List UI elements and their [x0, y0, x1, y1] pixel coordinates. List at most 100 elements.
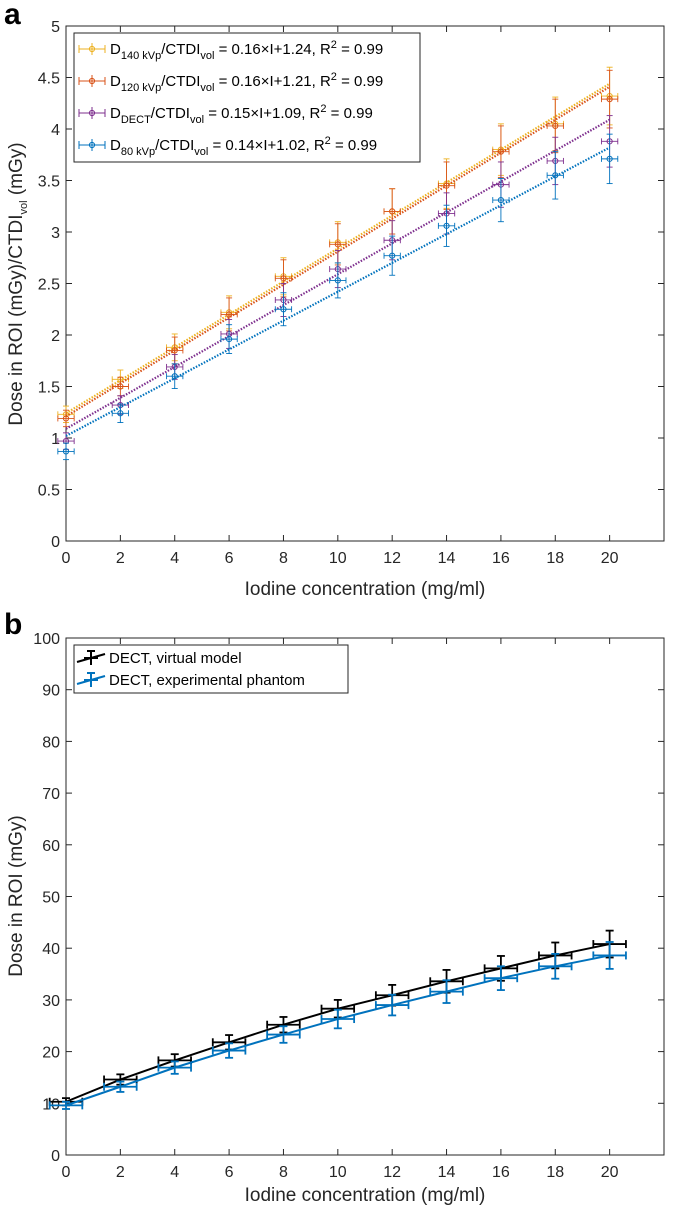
a-y-tick-label: 3.5 — [38, 174, 60, 191]
a-y-tick-label: 2 — [51, 328, 60, 345]
legend-text-part: = 0.99 — [327, 105, 373, 122]
a-data-point — [497, 196, 505, 204]
a-y-tick-label: 1.5 — [38, 380, 60, 397]
a-fit-line-0 — [65, 82, 611, 415]
a-data-point — [443, 182, 450, 189]
legend-text-part: /CTDI — [161, 41, 200, 58]
legend-text-part: = 0.99 — [337, 41, 383, 58]
b-y-tick-label: 90 — [42, 683, 60, 700]
legend-text-part: = 0.14×I+1.02, R — [208, 137, 325, 154]
b-y-tick-label: 70 — [42, 786, 60, 803]
panel-a-legend-entry-2: DDECT/CTDIvol = 0.15×I+1.09, R2 = 0.99 — [78, 103, 373, 126]
a-data-point — [389, 208, 396, 215]
legend-text-part: vol — [190, 114, 204, 126]
panel-a-legend: D140 kVp/CTDIvol = 0.16×I+1.24, R2 = 0.9… — [73, 32, 421, 163]
panel-b-legend-entry-0: DECT, virtual model — [76, 650, 242, 667]
b-x-tick-label: 0 — [62, 1164, 71, 1181]
panel-b-plot-area — [65, 637, 665, 1156]
a-x-tick-label: 10 — [329, 550, 347, 567]
legend-text-part: D — [110, 73, 121, 90]
legend-text-part: DECT — [121, 114, 151, 126]
legend-text-part: 2 — [325, 135, 331, 147]
b-y-tick-label: 30 — [42, 993, 60, 1010]
b-y-tick-label: 60 — [42, 838, 60, 855]
legend-text-part: = 0.99 — [331, 137, 377, 154]
b-y-tick-label: 40 — [42, 941, 60, 958]
a-x-tick-label: 8 — [279, 550, 288, 567]
a-x-tick-label: 4 — [170, 550, 179, 567]
a-data-point — [606, 155, 613, 162]
panel-a-legend-box — [73, 32, 421, 163]
a-data-point — [117, 410, 124, 417]
a-data-point — [552, 122, 559, 130]
a-data-point — [171, 347, 178, 354]
a-y-tick-label: 1 — [51, 431, 60, 448]
a-data-point — [280, 306, 287, 313]
b-x-tick-label: 2 — [116, 1164, 125, 1181]
legend-text-part: 2 — [331, 71, 337, 83]
a-data-point — [225, 311, 233, 318]
panel-b-legend-entry-1: DECT, experimental phantom — [76, 672, 305, 689]
panel-b-legend: DECT, virtual model DECT, experimental ph… — [73, 644, 349, 694]
a-x-tick-label: 20 — [601, 550, 619, 567]
b-x-tick-label: 8 — [279, 1164, 288, 1181]
legend-text-part: /CTDI — [151, 105, 190, 122]
panel-a-legend-label-2: DDECT/CTDIvol = 0.15×I+1.09, R2 = 0.99 — [110, 103, 373, 126]
a-series-1 — [57, 69, 619, 428]
a-fit-line-1 — [65, 85, 611, 418]
panel-a-legend-label-0: D140 kVp/CTDIvol = 0.16×I+1.24, R2 = 0.9… — [110, 39, 383, 62]
panel-a-legend-entry-0: D140 kVp/CTDIvol = 0.16×I+1.24, R2 = 0.9… — [78, 39, 383, 62]
legend-text-part: /CTDI — [155, 137, 194, 154]
panel-b-legend-label-0: DECT, virtual model — [109, 650, 242, 667]
b-x-tick-label: 6 — [225, 1164, 234, 1181]
b-x-tick-label: 16 — [492, 1164, 510, 1181]
a-data-point — [552, 172, 559, 179]
panel-a-legend-entry-3: D80 kVp/CTDIvol = 0.14×I+1.02, R2 = 0.99 — [78, 135, 377, 158]
a-data-point — [334, 241, 341, 248]
b-x-tick-label: 14 — [438, 1164, 456, 1181]
legend-text-part: 80 kVp — [121, 146, 155, 158]
panel-b-legend-label-1: DECT, experimental phantom — [109, 672, 305, 689]
legend-text-part: 2 — [331, 39, 337, 51]
panel-b-label: b — [4, 608, 22, 641]
panel-b-legend-box — [73, 644, 349, 694]
legend-marker-point — [88, 141, 96, 149]
b-x-tick-label: 18 — [546, 1164, 564, 1181]
legend-text-part: D — [110, 41, 121, 58]
a-x-tick-label: 0 — [62, 550, 71, 567]
a-x-tick-label: 18 — [546, 550, 564, 567]
legend-text-part: vol — [200, 50, 214, 62]
legend-marker-point — [88, 77, 96, 85]
legend-text-part: 120 kVp — [121, 82, 161, 94]
a-x-tick-label: 2 — [116, 550, 125, 567]
b-series-1 — [48, 941, 627, 1110]
b-y-tick-label: 50 — [42, 890, 60, 907]
b-x-tick-label: 20 — [601, 1164, 619, 1181]
a-y-tick-label: 4 — [51, 122, 60, 139]
a-data-point — [225, 336, 233, 343]
legend-text-part: D — [110, 105, 121, 122]
legend-text-part: /CTDI — [161, 73, 200, 90]
a-x-tick-label: 6 — [225, 550, 234, 567]
a-x-tick-label: 16 — [492, 550, 510, 567]
legend-marker-point — [88, 109, 96, 117]
legend-text-part: = 0.16×I+1.21, R — [214, 73, 331, 90]
panel-a-label: a — [4, 0, 21, 31]
legend-text-part: vol — [200, 82, 214, 94]
a-data-point — [62, 448, 70, 455]
a-data-point — [443, 222, 450, 229]
panel-a-x-axis-label: Iodine concentration (mg/ml) — [245, 579, 486, 600]
panel-b: b 0 2 4 6 8 10 12 14 16 18 20010203040506070809010… — [4, 608, 665, 1206]
legend-text-part: D — [110, 137, 121, 154]
panel-b-y-axis-label: Dose in ROI (mGy) — [6, 815, 27, 977]
a-data-point — [606, 96, 613, 103]
legend-text-part: 140 kVp — [121, 50, 161, 62]
b-y-tick-label: 100 — [33, 631, 60, 648]
b-y-tick-label: 80 — [42, 734, 60, 751]
a-data-point — [117, 383, 124, 390]
legend-text-part: vol — [194, 146, 208, 158]
b-x-tick-label: 4 — [170, 1164, 179, 1181]
panel-b-x-axis-label: Iodine concentration (mg/ml) — [245, 1185, 486, 1206]
a-y-tick-label: 0.5 — [38, 483, 60, 500]
